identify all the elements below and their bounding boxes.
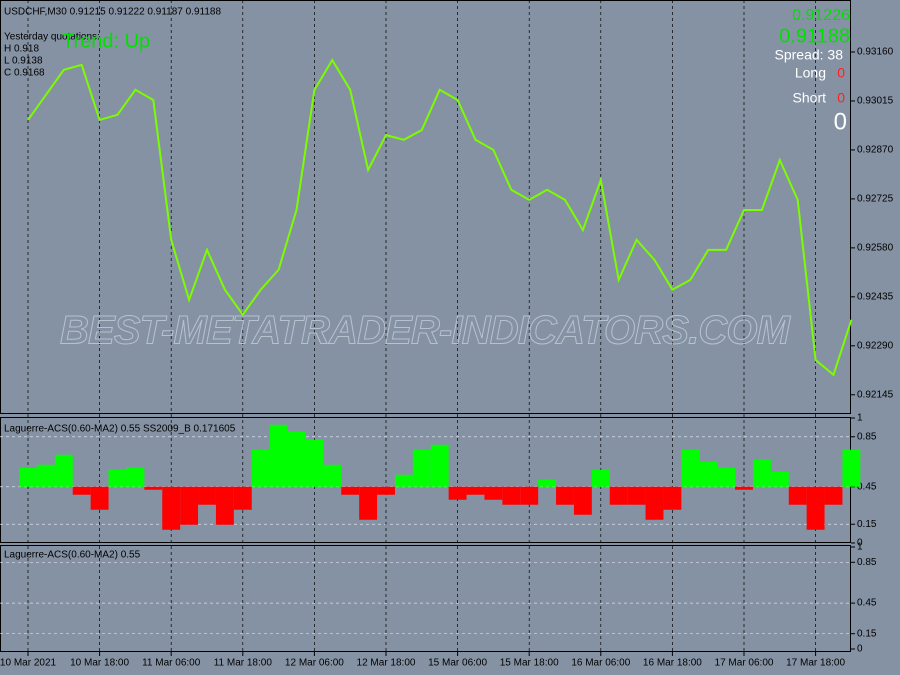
histogram-bar <box>591 469 610 487</box>
histogram-bar <box>502 486 521 505</box>
histogram-bar <box>126 467 145 487</box>
histogram-bar <box>466 486 485 495</box>
indicator-title: Laguerre-ACS(0.60-MA2) 0.55 SS2009_B 0.1… <box>4 424 236 435</box>
histogram-bar <box>72 486 91 495</box>
long-label: Long <box>795 65 826 81</box>
histogram-bar <box>770 471 789 487</box>
y-tick-label: 0.92580 <box>857 243 894 254</box>
histogram-bar <box>609 486 628 505</box>
y-tick-label: 0.92290 <box>857 340 894 351</box>
histogram-bar <box>323 464 342 487</box>
x-tick-label: 10 Mar 18:00 <box>70 658 129 669</box>
x-tick-label: 17 Mar 06:00 <box>715 658 774 669</box>
x-tick-label: 12 Mar 06:00 <box>285 658 344 669</box>
annotation: C 0.9168 <box>4 68 45 79</box>
histogram-bar <box>215 486 234 525</box>
histogram-bar <box>305 439 324 487</box>
annotation: Yesterday quotations: <box>4 32 100 43</box>
ask-price: 0.91188 <box>779 25 850 47</box>
chart-title: USDCHF,M30 0.91215 0.91222 0.91187 0.911… <box>4 7 221 18</box>
histogram-bar <box>806 486 825 530</box>
y-tick-label: 0.15 <box>857 519 877 530</box>
annotation: H 0.918 <box>4 44 39 55</box>
histogram-bar <box>663 486 682 510</box>
histogram-bar <box>233 486 252 510</box>
watermark: BEST-METATRADER-INDICATORS.COM <box>60 309 792 353</box>
histogram-bar <box>36 464 55 487</box>
y-tick-label: 0.93160 <box>857 47 894 58</box>
histogram-bar <box>717 467 736 487</box>
y-tick-label: 0.92145 <box>857 389 894 400</box>
spread: Spread: 38 <box>775 47 844 63</box>
y-tick-label: 0 <box>857 538 863 549</box>
indicator-title: Laguerre-ACS(0.60-MA2) 0.55 <box>4 550 141 561</box>
x-tick-label: 16 Mar 18:00 <box>643 658 702 669</box>
y-tick-label: 0.92725 <box>857 194 894 205</box>
histogram-bar <box>824 486 843 505</box>
short-label: Short <box>793 90 827 106</box>
y-tick-label: 0.45 <box>857 598 877 609</box>
x-tick-label: 10 Mar 2021 <box>0 658 57 669</box>
histogram-bar <box>287 431 306 487</box>
bid-price: 0.91226 <box>792 7 850 24</box>
histogram-bar <box>842 449 861 487</box>
histogram-bar <box>556 486 574 505</box>
histogram-bar <box>484 486 503 500</box>
histogram-bar <box>90 486 109 510</box>
long-count: 0 <box>837 65 845 81</box>
histogram-bar <box>180 486 199 525</box>
histogram-bar <box>699 461 718 487</box>
histogram-bar <box>54 454 73 487</box>
y-tick-label: 0.92435 <box>857 291 894 302</box>
histogram-bar <box>735 486 753 490</box>
x-tick-label: 11 Mar 06:00 <box>142 658 201 669</box>
total-count: 0 <box>834 108 847 135</box>
y-tick-label: 1 <box>857 542 863 553</box>
histogram-bar <box>752 459 771 487</box>
y-tick-label: 1 <box>857 413 863 424</box>
trend-label: Trend: Up <box>62 30 150 52</box>
x-tick-label: 12 Mar 18:00 <box>357 658 416 669</box>
histogram-bar <box>341 486 360 495</box>
short-count: 0 <box>837 90 845 106</box>
histogram-bar <box>359 486 378 520</box>
y-tick-label: 0 <box>857 644 863 655</box>
histogram-bar <box>377 486 395 495</box>
y-tick-label: 0.85 <box>857 557 877 568</box>
histogram-bar <box>394 474 413 487</box>
x-tick-label: 16 Mar 06:00 <box>571 658 630 669</box>
y-tick-label: 0.45 <box>857 481 877 492</box>
y-tick-label: 0.15 <box>857 628 877 639</box>
histogram-bar <box>573 486 592 515</box>
histogram-bar <box>144 486 163 490</box>
histogram-bar <box>681 449 700 487</box>
histogram-bar <box>412 449 431 487</box>
histogram-bar <box>108 469 127 487</box>
histogram-bar <box>788 486 807 505</box>
histogram-bar <box>430 444 449 487</box>
price-line <box>27 58 853 377</box>
x-tick-label: 15 Mar 06:00 <box>428 658 487 669</box>
histogram-bar <box>198 486 216 505</box>
histogram-bar <box>645 486 664 520</box>
histogram-bar <box>251 449 270 487</box>
main-panel <box>0 0 851 414</box>
histogram-bar <box>627 486 646 505</box>
histogram-bar <box>448 486 467 500</box>
y-tick-label: 0.85 <box>857 431 877 442</box>
y-tick-label: 0.93015 <box>857 96 894 107</box>
indicator-panel <box>0 545 851 652</box>
histogram-bar <box>520 486 539 505</box>
x-tick-label: 11 Mar 18:00 <box>214 658 273 669</box>
histogram-bar <box>162 486 181 530</box>
x-tick-label: 17 Mar 18:00 <box>786 658 845 669</box>
histogram-bar <box>269 424 288 487</box>
histogram-bar <box>19 468 37 487</box>
histogram-bar <box>538 479 557 487</box>
annotation: L 0.9138 <box>4 56 43 67</box>
x-tick-label: 15 Mar 18:00 <box>500 658 559 669</box>
y-tick-label: 0.92870 <box>857 145 894 156</box>
